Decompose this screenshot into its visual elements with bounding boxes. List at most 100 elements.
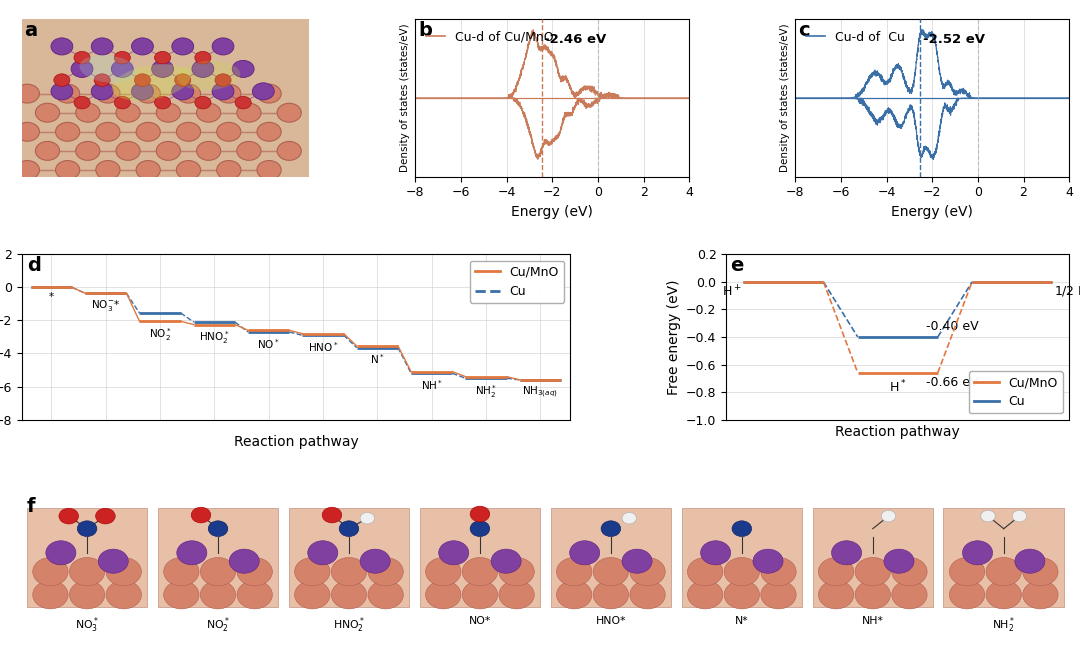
Circle shape — [164, 581, 199, 609]
Circle shape — [164, 557, 199, 586]
Circle shape — [332, 557, 366, 586]
Circle shape — [819, 581, 854, 609]
Circle shape — [71, 60, 93, 77]
Bar — [551, 508, 671, 607]
Circle shape — [134, 74, 150, 86]
Circle shape — [1023, 581, 1058, 609]
Circle shape — [949, 557, 985, 586]
Legend: Cu/MnO, Cu: Cu/MnO, Cu — [969, 371, 1063, 413]
Text: NO*: NO* — [469, 616, 491, 626]
Circle shape — [172, 38, 193, 55]
Circle shape — [295, 581, 330, 609]
Circle shape — [832, 541, 862, 565]
Text: *: * — [49, 293, 54, 302]
Circle shape — [426, 557, 461, 586]
Y-axis label: Density of states (states/eV): Density of states (states/eV) — [780, 24, 789, 173]
Circle shape — [491, 549, 522, 573]
Circle shape — [360, 549, 390, 573]
Circle shape — [278, 141, 301, 160]
Circle shape — [55, 123, 80, 141]
Circle shape — [881, 510, 895, 522]
Circle shape — [96, 123, 120, 141]
Circle shape — [55, 160, 80, 179]
Circle shape — [15, 160, 40, 179]
Legend: Cu-d of  Cu: Cu-d of Cu — [801, 26, 910, 49]
Text: e: e — [730, 256, 743, 275]
X-axis label: Reaction pathway: Reaction pathway — [233, 435, 359, 449]
Text: H$^*$: H$^*$ — [889, 378, 906, 395]
Circle shape — [208, 520, 228, 537]
Circle shape — [630, 557, 665, 586]
X-axis label: Reaction pathway: Reaction pathway — [835, 425, 960, 439]
Circle shape — [556, 557, 592, 586]
Circle shape — [114, 51, 131, 64]
Bar — [158, 508, 279, 607]
Legend: Cu-d of Cu/MnO: Cu-d of Cu/MnO — [421, 26, 558, 49]
X-axis label: Energy (eV): Energy (eV) — [511, 205, 593, 219]
Circle shape — [191, 507, 211, 523]
Circle shape — [32, 581, 68, 609]
Legend: Cu/MnO, Cu: Cu/MnO, Cu — [470, 261, 564, 303]
Circle shape — [237, 557, 272, 586]
Text: -0.40 eV: -0.40 eV — [927, 320, 978, 333]
Circle shape — [760, 557, 796, 586]
Circle shape — [819, 557, 854, 586]
Text: HNO$_2^*$: HNO$_2^*$ — [199, 330, 230, 347]
Circle shape — [235, 96, 252, 109]
Circle shape — [98, 549, 129, 573]
Circle shape — [426, 581, 461, 609]
Circle shape — [981, 510, 995, 522]
Y-axis label: Density of states (states/eV): Density of states (states/eV) — [400, 24, 409, 173]
Circle shape — [91, 83, 113, 100]
Circle shape — [470, 506, 489, 522]
Text: NH$_2^*$: NH$_2^*$ — [993, 616, 1015, 635]
Circle shape — [569, 541, 599, 565]
Bar — [288, 508, 409, 607]
Circle shape — [55, 84, 80, 103]
Text: HNO*: HNO* — [596, 616, 626, 626]
Circle shape — [201, 581, 235, 609]
Circle shape — [278, 103, 301, 122]
Circle shape — [688, 557, 723, 586]
Circle shape — [593, 557, 629, 586]
Circle shape — [114, 96, 131, 109]
Text: -0.66 eV: -0.66 eV — [927, 376, 978, 389]
Circle shape — [725, 581, 759, 609]
Circle shape — [855, 557, 890, 586]
Circle shape — [753, 549, 783, 573]
Ellipse shape — [177, 61, 240, 90]
Circle shape — [725, 557, 759, 586]
Circle shape — [295, 557, 330, 586]
Circle shape — [949, 581, 985, 609]
Circle shape — [106, 557, 141, 586]
Circle shape — [212, 38, 234, 55]
Circle shape — [51, 83, 72, 100]
Circle shape — [136, 84, 160, 103]
Circle shape — [855, 581, 890, 609]
Circle shape — [91, 38, 113, 55]
Circle shape — [36, 141, 59, 160]
Circle shape — [257, 160, 281, 179]
Circle shape — [157, 103, 180, 122]
Text: N$^*$: N$^*$ — [370, 352, 384, 367]
Circle shape — [368, 557, 403, 586]
Circle shape — [69, 581, 105, 609]
Circle shape — [688, 581, 723, 609]
Circle shape — [96, 84, 120, 103]
Circle shape — [54, 74, 70, 86]
Text: H$^+$: H$^+$ — [721, 285, 741, 300]
Circle shape — [622, 513, 636, 524]
Circle shape — [96, 508, 116, 524]
Circle shape — [194, 96, 211, 109]
Circle shape — [701, 541, 731, 565]
Circle shape — [177, 541, 207, 565]
Text: f: f — [27, 497, 36, 516]
Circle shape — [192, 60, 214, 77]
Circle shape — [69, 557, 105, 586]
Circle shape — [986, 557, 1022, 586]
Circle shape — [217, 160, 241, 179]
Circle shape — [116, 103, 140, 122]
Circle shape — [176, 84, 201, 103]
Circle shape — [51, 38, 72, 55]
Circle shape — [217, 84, 241, 103]
